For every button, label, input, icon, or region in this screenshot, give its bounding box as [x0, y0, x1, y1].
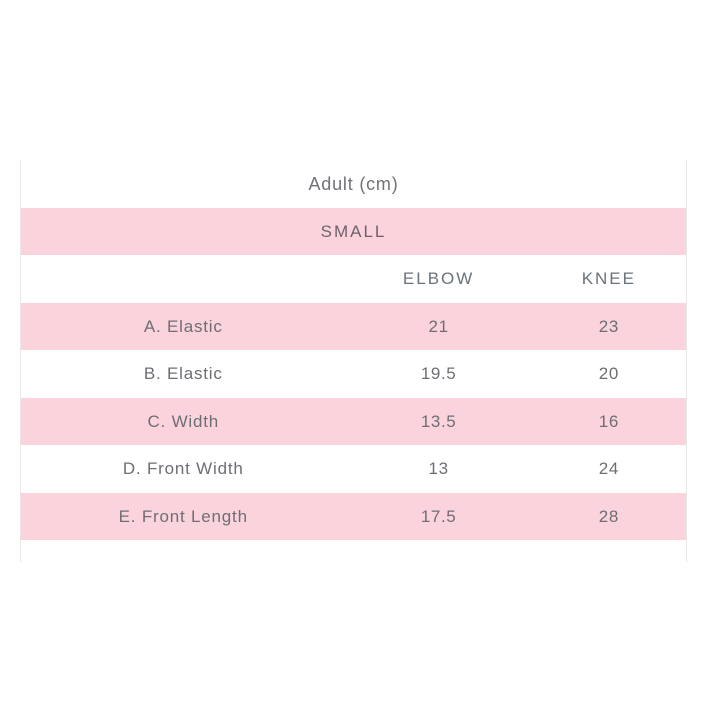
chart-title-row: Adult (cm)	[21, 160, 686, 208]
table-row-c-width: C. Width 13.5 16	[21, 397, 686, 445]
elbow-value: 13.5	[420, 411, 457, 431]
column-header-knee: KNEE	[581, 269, 636, 289]
chart-title: Adult (cm)	[308, 173, 399, 194]
elbow-value: 21	[428, 316, 449, 336]
elbow-value: 13	[428, 459, 449, 479]
row-label: E. Front Length	[118, 506, 248, 526]
table-row-d-front-width: D. Front Width 13 24	[21, 445, 686, 493]
elbow-value: 17.5	[420, 506, 457, 526]
row-label: D. Front Width	[122, 459, 244, 479]
knee-value: 24	[598, 459, 619, 479]
knee-value: 28	[598, 506, 619, 526]
column-header-elbow: ELBOW	[402, 269, 475, 289]
column-header-row: ELBOW KNEE	[21, 255, 686, 303]
row-label: A. Elastic	[143, 316, 223, 336]
row-label: B. Elastic	[143, 364, 223, 384]
size-label: SMALL	[320, 221, 387, 241]
elbow-value: 19.5	[420, 364, 457, 384]
table-row-b-elastic: B. Elastic 19.5 20	[21, 350, 686, 398]
table-row-e-front-length: E. Front Length 17.5 28	[21, 492, 686, 540]
row-label: C. Width	[147, 411, 220, 431]
size-chart: Adult (cm) SMALL ELBOW KNEE A. Elastic 2…	[20, 160, 687, 562]
knee-value: 20	[598, 364, 619, 384]
size-band-row: SMALL	[21, 207, 686, 255]
knee-value: 16	[598, 411, 619, 431]
knee-value: 23	[598, 316, 619, 336]
table-row-a-elastic: A. Elastic 21 23	[21, 302, 686, 350]
